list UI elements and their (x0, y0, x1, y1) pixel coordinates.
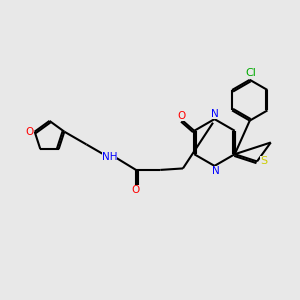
Text: NH: NH (102, 152, 117, 162)
Text: Cl: Cl (245, 68, 256, 78)
Text: O: O (26, 127, 34, 137)
Text: O: O (177, 111, 185, 121)
Text: S: S (260, 156, 267, 167)
Text: N: N (211, 109, 218, 119)
Text: N: N (212, 166, 220, 176)
Text: O: O (132, 185, 140, 195)
